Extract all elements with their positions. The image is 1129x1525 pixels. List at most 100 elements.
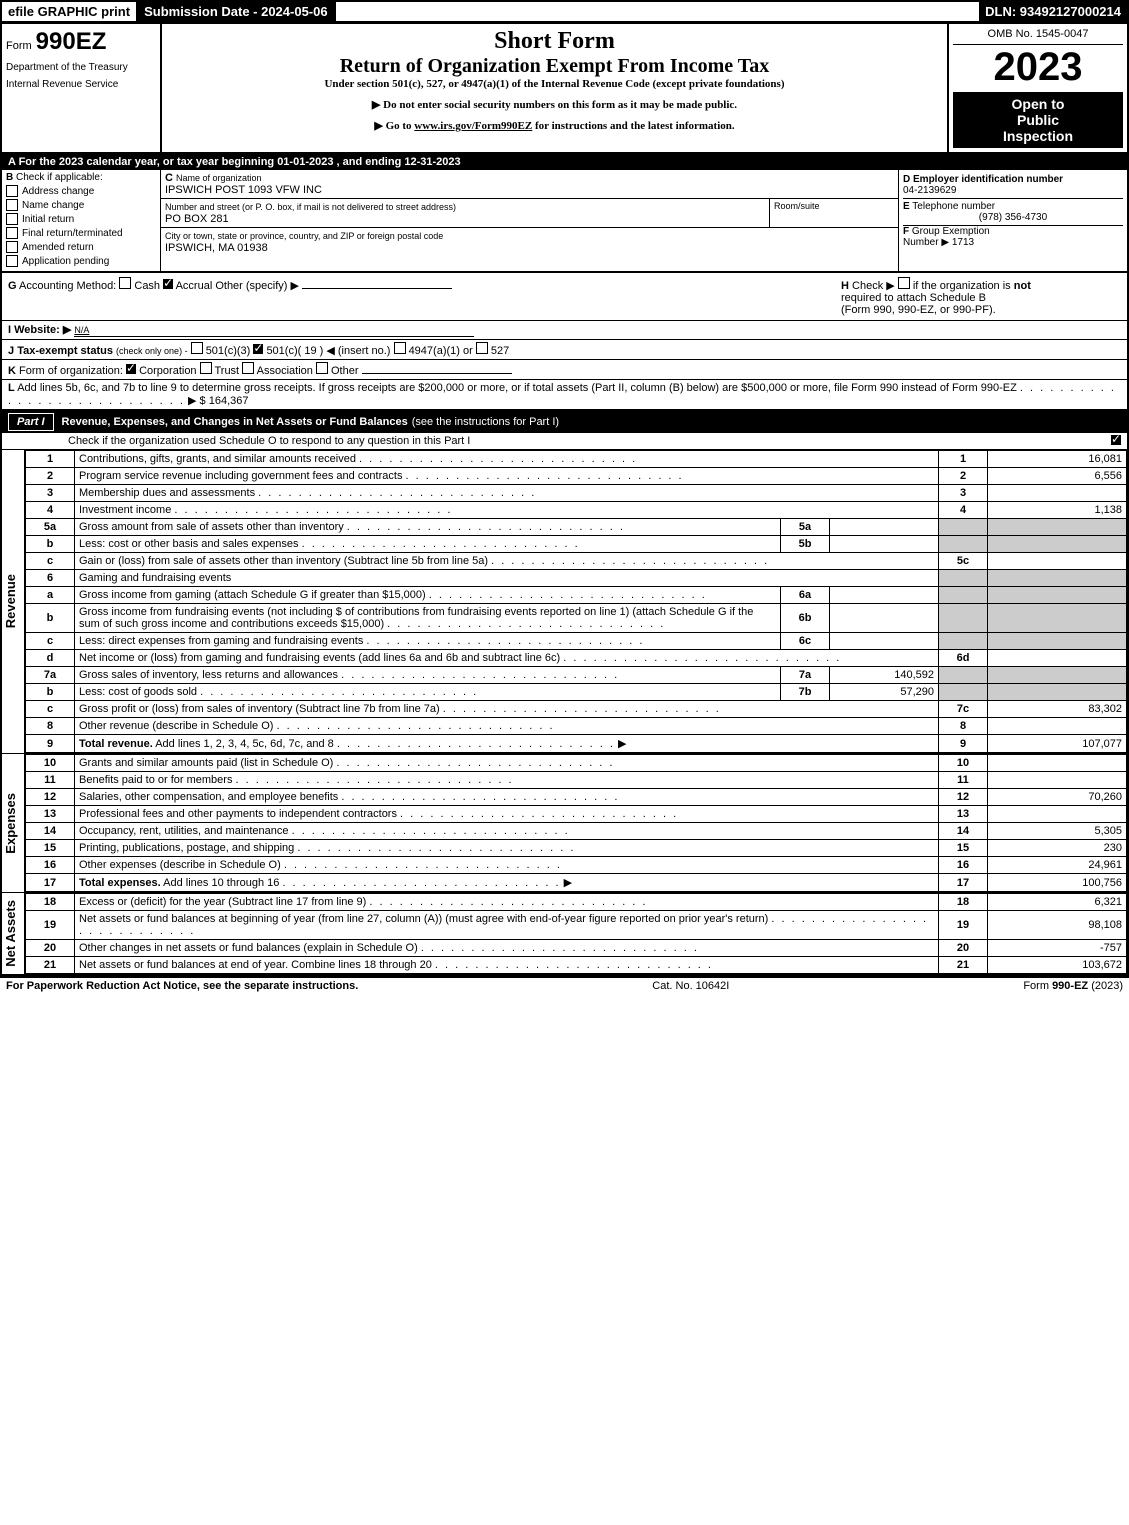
checkbox[interactable] [6, 241, 18, 253]
line-row: 5aGross amount from sale of assets other… [26, 519, 1127, 536]
k-option: Other [316, 365, 362, 377]
line-desc: Professional fees and other payments to … [75, 806, 939, 823]
checkbox[interactable] [6, 185, 18, 197]
line-row: 12Salaries, other compensation, and empl… [26, 789, 1127, 806]
right-line-value [988, 650, 1127, 667]
checkbox[interactable] [6, 227, 18, 239]
mid-line-number: 6a [781, 587, 830, 604]
501c-checkbox[interactable] [253, 344, 263, 354]
line-row: 21Net assets or fund balances at end of … [26, 957, 1127, 974]
right-line-value: 5,305 [988, 823, 1127, 840]
line-number: b [26, 536, 75, 553]
right-num-shaded [939, 536, 988, 553]
right-num-shaded [939, 604, 988, 633]
tax-year: 2023 [953, 45, 1123, 90]
irs-link[interactable]: www.irs.gov/Form990EZ [414, 120, 532, 132]
title-return: Return of Organization Exempt From Incom… [166, 55, 943, 78]
right-line-value: 70,260 [988, 789, 1127, 806]
right-num-shaded [939, 684, 988, 701]
street-block: Number and street (or P. O. box, if mail… [161, 199, 770, 227]
right-line-number: 6d [939, 650, 988, 667]
line-number: 18 [26, 894, 75, 911]
4947-checkbox[interactable] [394, 342, 406, 354]
info-row: B Check if applicable: Address changeNam… [0, 170, 1129, 273]
checkbox[interactable] [6, 213, 18, 225]
line-row: 7aGross sales of inventory, less returns… [26, 667, 1127, 684]
cash-checkbox[interactable] [119, 277, 131, 289]
line-desc: Program service revenue including govern… [75, 468, 939, 485]
efile-label[interactable]: efile GRAPHIC print [2, 2, 138, 21]
line-row: bLess: cost of goods sold 7b57,290 [26, 684, 1127, 701]
addr-row: Number and street (or P. O. box, if mail… [161, 199, 898, 228]
line-desc: Grants and similar amounts paid (list in… [75, 755, 939, 772]
line-row: 4Investment income 41,138 [26, 502, 1127, 519]
mid-line-value: 140,592 [830, 667, 939, 684]
right-val-shaded [988, 667, 1127, 684]
form-id-box: Form 990EZ Department of the Treasury In… [2, 24, 162, 152]
right-line-number: 2 [939, 468, 988, 485]
line-desc: Less: cost or other basis and sales expe… [75, 536, 781, 553]
line-number: 20 [26, 940, 75, 957]
line-row: 15Printing, publications, postage, and s… [26, 840, 1127, 857]
line-desc: Contributions, gifts, grants, and simila… [75, 451, 939, 468]
mid-line-number: 5a [781, 519, 830, 536]
line-row: cGain or (loss) from sale of assets othe… [26, 553, 1127, 570]
gross-receipts: $ 164,367 [200, 395, 249, 407]
501c3-checkbox[interactable] [191, 342, 203, 354]
right-line-value: 16,081 [988, 451, 1127, 468]
k-option: Association [242, 365, 316, 377]
title-under: Under section 501(c), 527, or 4947(a)(1)… [166, 78, 943, 90]
line-number: 8 [26, 718, 75, 735]
accrual-checkbox[interactable] [163, 279, 173, 289]
line-desc: Gross income from fundraising events (no… [75, 604, 781, 633]
mid-line-value: 57,290 [830, 684, 939, 701]
checkbox[interactable] [242, 362, 254, 374]
checkbox[interactable] [6, 255, 18, 267]
right-line-number: 4 [939, 502, 988, 519]
right-line-number: 20 [939, 940, 988, 957]
room-label: Room/suite [770, 199, 898, 227]
expenses-section: Expenses 10Grants and similar amounts pa… [0, 754, 1129, 893]
line-row: 16Other expenses (describe in Schedule O… [26, 857, 1127, 874]
checkbox[interactable] [316, 362, 328, 374]
right-line-number: 3 [939, 485, 988, 502]
schedule-o-checkbox[interactable] [1111, 435, 1121, 445]
mid-line-number: 6c [781, 633, 830, 650]
line-desc: Gaming and fundraising events [75, 570, 939, 587]
line-row: 2Program service revenue including gover… [26, 468, 1127, 485]
footer: For Paperwork Reduction Act Notice, see … [0, 976, 1129, 994]
right-line-number: 17 [939, 874, 988, 892]
checkbox[interactable] [6, 199, 18, 211]
right-line-number: 9 [939, 735, 988, 753]
instr-link: ▶ Go to www.irs.gov/Form990EZ for instru… [166, 119, 943, 132]
right-line-value [988, 772, 1127, 789]
line-desc: Membership dues and assessments [75, 485, 939, 502]
527-checkbox[interactable] [476, 342, 488, 354]
ein: 04-2139629 [903, 185, 956, 196]
checkbox[interactable] [200, 362, 212, 374]
line-desc: Investment income [75, 502, 939, 519]
right-num-shaded [939, 633, 988, 650]
line-desc: Total expenses. Add lines 10 through 16 … [75, 874, 939, 892]
right-line-number: 16 [939, 857, 988, 874]
part-i-header: Part I Revenue, Expenses, and Changes in… [2, 411, 1127, 433]
net-assets-section: Net Assets 18Excess or (deficit) for the… [0, 893, 1129, 976]
line-number: 7a [26, 667, 75, 684]
line-row: 3Membership dues and assessments 3 [26, 485, 1127, 502]
line-row: bGross income from fundraising events (n… [26, 604, 1127, 633]
checkbox[interactable] [126, 364, 136, 374]
right-line-value: 83,302 [988, 701, 1127, 718]
line-row: 1Contributions, gifts, grants, and simil… [26, 451, 1127, 468]
right-val-shaded [988, 684, 1127, 701]
line-desc: Other expenses (describe in Schedule O) [75, 857, 939, 874]
line-number: 19 [26, 911, 75, 940]
line-desc: Net assets or fund balances at end of ye… [75, 957, 939, 974]
line-row: aGross income from gaming (attach Schedu… [26, 587, 1127, 604]
b-option: Application pending [6, 255, 156, 267]
right-num-shaded [939, 587, 988, 604]
h-checkbox[interactable] [898, 277, 910, 289]
line-row: 6Gaming and fundraising events [26, 570, 1127, 587]
row-i: I Website: ▶ N/A [0, 321, 1129, 340]
form-word: Form [6, 40, 32, 52]
omb-number: OMB No. 1545-0047 [953, 28, 1123, 45]
